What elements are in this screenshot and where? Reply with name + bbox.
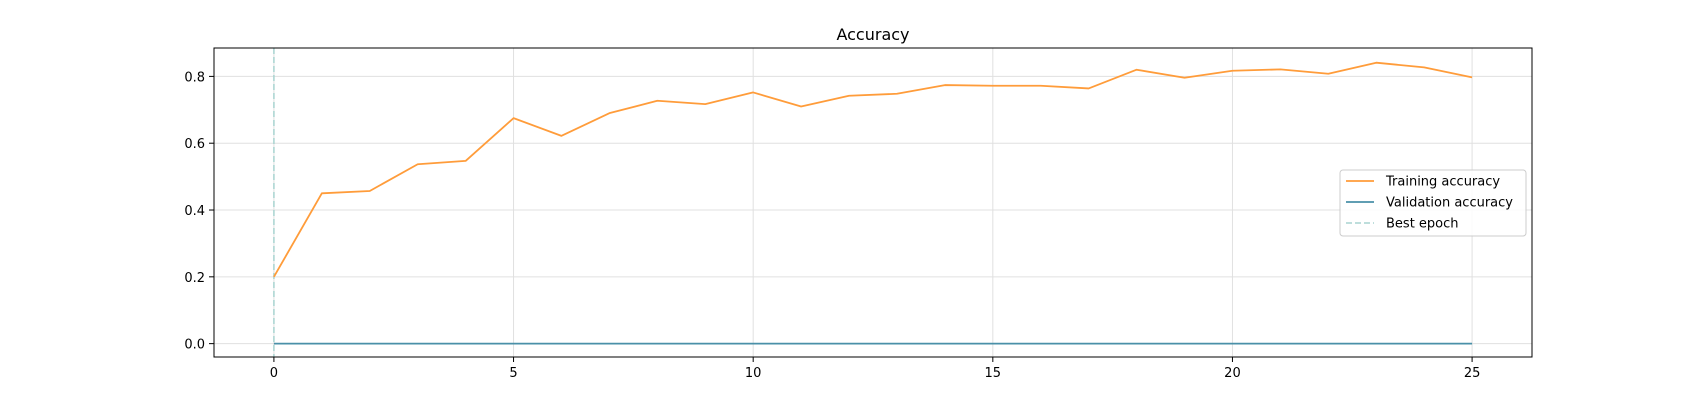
x-tick-label: 10: [745, 366, 762, 381]
y-tick-label: 0.0: [184, 338, 205, 353]
plot-frame: [213, 47, 1533, 358]
x-axis-ticks: 0 5 10 15 20 25: [270, 357, 1481, 381]
y-axis-ticks: 0.0 0.2 0.4 0.6 0.8: [184, 70, 214, 353]
legend: Training accuracy Validation accuracy Best…: [1339, 169, 1527, 237]
x-tick-label: 20: [1224, 366, 1241, 381]
x-tick-label: 5: [509, 366, 517, 381]
y-tick-label: 0.6: [184, 137, 205, 152]
series-lines: [273, 61, 1473, 345]
x-tick-label: 25: [1464, 366, 1481, 381]
legend-label: Training accuracy: [1385, 175, 1500, 190]
legend-box: [1339, 169, 1527, 237]
y-tick-label: 0.4: [184, 204, 205, 219]
chart-title: Accuracy: [836, 25, 909, 44]
series-line-training-accuracy: [273, 61, 1473, 278]
x-tick-label: 15: [985, 366, 1002, 381]
legend-label: Best epoch: [1386, 217, 1459, 232]
y-tick-label: 0.8: [184, 70, 205, 85]
x-tick-label: 0: [270, 366, 278, 381]
y-tick-label: 0.2: [184, 271, 205, 286]
legend-label: Validation accuracy: [1386, 196, 1513, 211]
